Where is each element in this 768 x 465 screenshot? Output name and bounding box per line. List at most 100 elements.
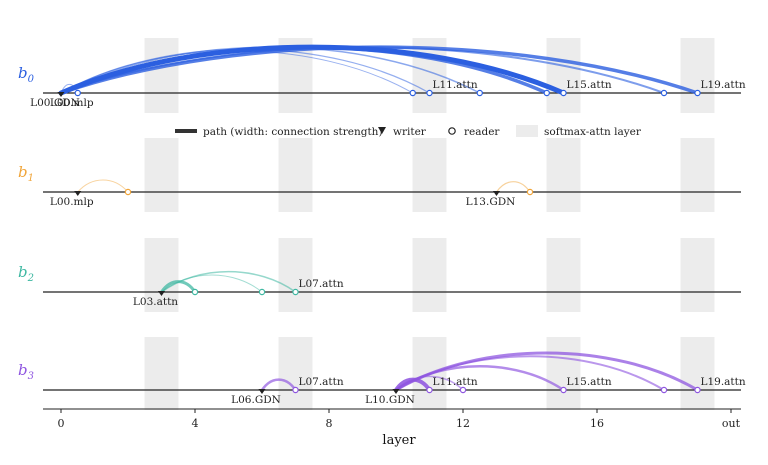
reader-node bbox=[560, 386, 567, 394]
node-label: L00.mlp bbox=[50, 196, 94, 208]
legend-reader-label: reader bbox=[464, 126, 500, 138]
softmax-band-L19 bbox=[680, 238, 715, 312]
node-label: L10.GDN bbox=[365, 394, 415, 406]
writer-marker bbox=[493, 191, 500, 196]
reader-node bbox=[694, 386, 701, 394]
legend-softmax-swatch bbox=[516, 125, 538, 137]
x-tick-label: 16 bbox=[590, 417, 604, 430]
stream-row-2: b2 L03.attn L07.attn bbox=[18, 263, 741, 308]
reader-node bbox=[660, 89, 668, 97]
node-label: L00.mlp bbox=[50, 97, 94, 109]
path-arc bbox=[77, 179, 129, 193]
x-tick-label: 4 bbox=[192, 417, 199, 430]
writer-marker bbox=[74, 191, 82, 196]
row-label: b0 bbox=[18, 64, 35, 85]
row-label: b3 bbox=[18, 361, 34, 382]
reader-node bbox=[124, 188, 132, 196]
node-label: L13.GDN bbox=[466, 196, 516, 208]
row-label-name: b bbox=[18, 361, 28, 379]
softmax-band-L15 bbox=[546, 238, 581, 312]
x-tick-label: 12 bbox=[456, 417, 470, 430]
x-tick-label: 8 bbox=[326, 417, 333, 430]
path-arc bbox=[260, 378, 297, 392]
reader-node bbox=[560, 89, 567, 97]
x-axis: 0 4 8 12 16 out layer bbox=[43, 408, 741, 448]
row-label-name: b bbox=[18, 64, 28, 82]
node-label: L07.attn bbox=[299, 278, 344, 290]
node-label: L06.GDN bbox=[231, 394, 281, 406]
softmax-band-L3 bbox=[144, 238, 179, 312]
node-label: L03.attn bbox=[133, 296, 178, 308]
reader-node bbox=[543, 89, 550, 97]
softmax-band-L7 bbox=[278, 337, 313, 410]
writer-marker bbox=[158, 291, 165, 296]
path-arc bbox=[58, 44, 566, 96]
softmax-band-L15 bbox=[546, 337, 581, 410]
node-label: L19.attn bbox=[701, 376, 746, 388]
reader-node bbox=[74, 89, 81, 97]
x-axis-title: layer bbox=[382, 433, 416, 448]
node-label: L00.GDN bbox=[30, 97, 80, 109]
row-label: b1 bbox=[18, 163, 34, 184]
node-label: L15.attn bbox=[567, 79, 612, 91]
reader-node bbox=[292, 386, 299, 394]
path-arc bbox=[160, 271, 297, 293]
row-label-index: 1 bbox=[28, 173, 34, 184]
softmax-band-L3 bbox=[144, 38, 179, 113]
legend-softmax-label: softmax-attn layer bbox=[544, 126, 642, 138]
softmax-band-L3 bbox=[144, 337, 179, 410]
x-tick-label: 0 bbox=[58, 417, 65, 430]
legend-writer-marker bbox=[378, 127, 386, 134]
writer-marker bbox=[392, 389, 400, 394]
softmax-band-L7 bbox=[278, 238, 313, 312]
legend-reader-marker bbox=[448, 127, 456, 135]
row-label-name: b bbox=[18, 163, 28, 181]
path-arc bbox=[394, 377, 432, 392]
softmax-band-L19 bbox=[680, 337, 715, 410]
x-tick-label: out bbox=[722, 417, 741, 430]
path-arc bbox=[59, 45, 700, 95]
path-arc bbox=[394, 351, 699, 392]
row-label-name: b bbox=[18, 263, 28, 281]
reader-node bbox=[258, 288, 266, 296]
softmax-band-L15 bbox=[546, 38, 581, 113]
node-label: L11.attn bbox=[433, 376, 478, 388]
reader-node bbox=[476, 89, 483, 97]
softmax-band-L19 bbox=[680, 38, 715, 113]
node-label: L19.attn bbox=[701, 79, 746, 91]
softmax-band-L15 bbox=[546, 138, 581, 212]
softmax-band-L19 bbox=[680, 138, 715, 212]
reader-node bbox=[526, 188, 534, 196]
legend-writer-label: writer bbox=[393, 126, 427, 138]
writer-marker bbox=[258, 389, 266, 394]
node-label: L11.attn bbox=[433, 79, 478, 91]
reader-node bbox=[426, 386, 433, 394]
reader-node bbox=[426, 89, 433, 97]
row-label-index: 0 bbox=[28, 74, 35, 85]
node-label: L07.attn bbox=[299, 376, 344, 388]
path-arc bbox=[495, 181, 531, 193]
row-label-index: 2 bbox=[27, 273, 34, 284]
softmax-band-L7 bbox=[278, 138, 313, 212]
legend: path (width: connection strength) writer… bbox=[175, 125, 642, 138]
row-label: b2 bbox=[18, 263, 34, 284]
reader-node bbox=[694, 89, 701, 97]
node-label: L15.attn bbox=[567, 376, 612, 388]
legend-path-label: path (width: connection strength) bbox=[203, 126, 383, 138]
softmax-band-L11 bbox=[412, 138, 447, 212]
softmax-band-L3 bbox=[144, 138, 179, 212]
x-axis-ticks: 0 4 8 12 16 out bbox=[58, 409, 741, 430]
reader-node bbox=[409, 89, 416, 97]
stream-row-3: b3 L06.GDN L07.attn L10.GDN L11.attn L15.attn… bbox=[18, 351, 746, 406]
path-arc bbox=[160, 280, 197, 294]
reader-node bbox=[660, 386, 668, 394]
stream-row-1: b1 L00.mlp L13.GDN bbox=[18, 163, 741, 208]
reader-node bbox=[459, 386, 467, 394]
reader-node bbox=[292, 288, 299, 296]
reader-node bbox=[191, 288, 199, 296]
row-label-index: 3 bbox=[28, 371, 34, 382]
softmax-band-L11 bbox=[412, 238, 447, 312]
